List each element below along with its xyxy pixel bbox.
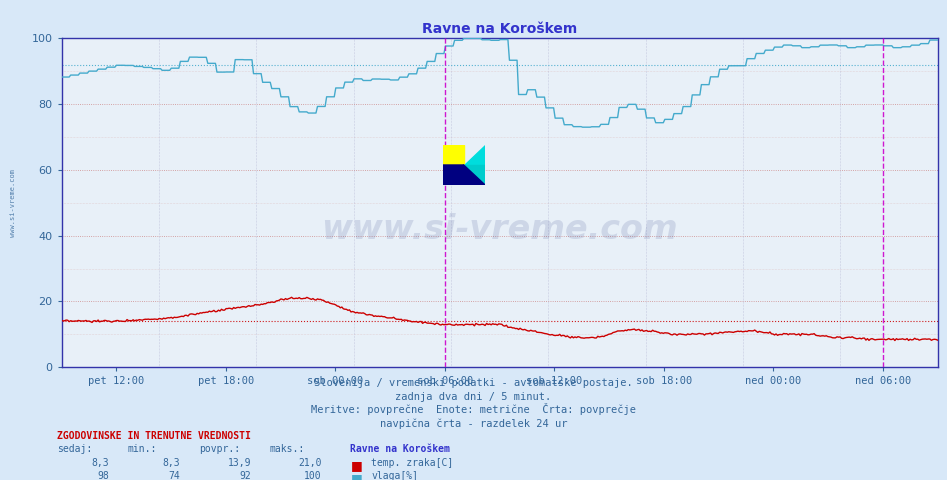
Text: 8,3: 8,3 (162, 457, 180, 468)
Text: 21,0: 21,0 (298, 457, 322, 468)
Text: 100: 100 (304, 470, 322, 480)
Polygon shape (464, 145, 485, 165)
Text: ■: ■ (350, 459, 362, 472)
Polygon shape (442, 165, 464, 185)
Text: ■: ■ (350, 472, 362, 480)
Text: Ravne na Koroškem: Ravne na Koroškem (350, 444, 450, 454)
Text: navpična črta - razdelek 24 ur: navpična črta - razdelek 24 ur (380, 418, 567, 429)
Text: 98: 98 (98, 470, 109, 480)
Text: sedaj:: sedaj: (57, 444, 92, 454)
Polygon shape (442, 165, 485, 185)
Bar (442, 145, 464, 165)
Text: 13,9: 13,9 (227, 457, 251, 468)
Text: www.si-vreme.com: www.si-vreme.com (10, 169, 16, 237)
Text: 8,3: 8,3 (91, 457, 109, 468)
Text: temp. zraka[C]: temp. zraka[C] (371, 457, 454, 468)
Text: 74: 74 (169, 470, 180, 480)
Text: Meritve: povprečne  Enote: metrične  Črta: povprečje: Meritve: povprečne Enote: metrične Črta:… (311, 403, 636, 415)
Text: ZGODOVINSKE IN TRENUTNE VREDNOSTI: ZGODOVINSKE IN TRENUTNE VREDNOSTI (57, 431, 251, 441)
Text: zadnja dva dni / 5 minut.: zadnja dva dni / 5 minut. (396, 392, 551, 402)
Title: Ravne na Koroškem: Ravne na Koroškem (422, 22, 577, 36)
Text: Slovenija / vremenski podatki - avtomatske postaje.: Slovenija / vremenski podatki - avtomats… (314, 378, 633, 388)
Polygon shape (442, 165, 485, 185)
Text: povpr.:: povpr.: (199, 444, 240, 454)
Text: vlaga[%]: vlaga[%] (371, 470, 419, 480)
Text: www.si-vreme.com: www.si-vreme.com (321, 213, 678, 246)
Text: 92: 92 (240, 470, 251, 480)
Text: maks.:: maks.: (270, 444, 305, 454)
Text: min.:: min.: (128, 444, 157, 454)
